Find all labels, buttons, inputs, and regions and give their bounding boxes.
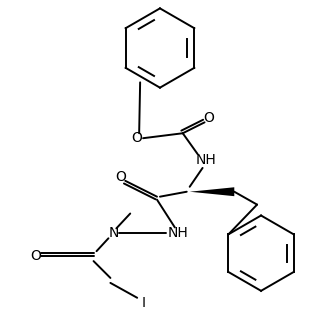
- Text: O: O: [115, 170, 126, 184]
- Polygon shape: [190, 187, 234, 196]
- Text: O: O: [203, 111, 214, 125]
- Text: NH: NH: [195, 153, 216, 167]
- Text: O: O: [132, 131, 143, 145]
- Text: O: O: [31, 249, 41, 263]
- Text: NH: NH: [167, 226, 188, 240]
- Text: I: I: [142, 296, 146, 310]
- Text: N: N: [108, 226, 118, 240]
